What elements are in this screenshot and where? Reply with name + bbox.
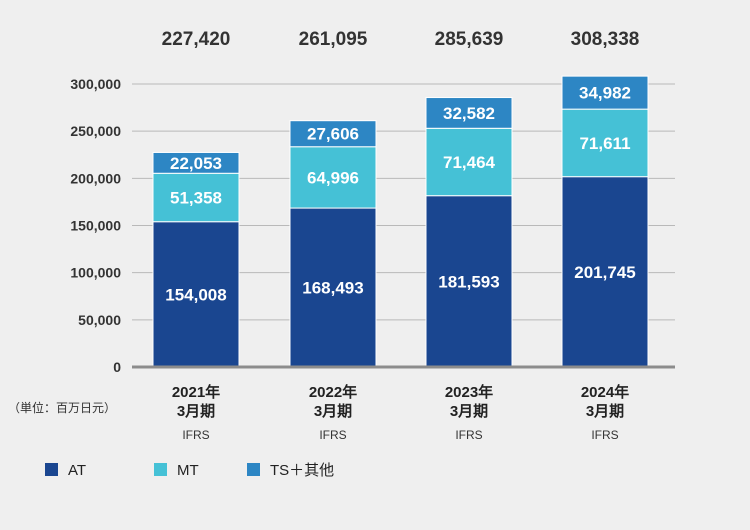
legend-swatch-MT: [154, 463, 167, 476]
total-label-1: 261,095: [299, 29, 368, 50]
y-tick-label-2: 100,000: [70, 265, 121, 281]
bar-segment-MT-1: [289, 146, 377, 209]
data-label-AT-0: 154,008: [165, 285, 226, 304]
data-label-MT-0: 51,358: [170, 188, 222, 207]
x-tick-label-period-2: 3月期: [450, 402, 488, 420]
x-tick-label-period-0: 3月期: [177, 402, 215, 420]
x-tick-label-standard-3: IFRS: [591, 428, 618, 442]
legend-swatch-TS＋其他: [247, 463, 260, 476]
bar-segment-TS＋其他-3: [561, 75, 649, 110]
total-label-2: 285,639: [435, 29, 504, 50]
y-tick-label-6: 300,000: [70, 76, 121, 92]
unit-label: （単位：百万日元）: [8, 400, 116, 415]
data-label-TS＋其他-0: 22,053: [170, 154, 222, 173]
legend-label-AT: AT: [68, 462, 86, 479]
data-label-MT-2: 71,464: [443, 153, 496, 172]
legend-label-TS＋其他: TS＋其他: [270, 462, 334, 479]
x-tick-label-standard-1: IFRS: [319, 428, 346, 442]
bar-segment-TS＋其他-0: [152, 151, 240, 174]
y-tick-label-4: 200,000: [70, 170, 121, 186]
y-tick-label-1: 50,000: [78, 312, 121, 328]
x-tick-label-standard-0: IFRS: [182, 428, 209, 442]
data-label-TS＋其他-3: 34,982: [579, 84, 631, 103]
data-label-TS＋其他-1: 27,606: [307, 125, 359, 144]
data-label-AT-2: 181,593: [438, 272, 499, 291]
data-label-MT-3: 71,611: [579, 134, 630, 153]
data-label-MT-1: 64,996: [307, 168, 359, 187]
bar-segment-AT-2: [425, 195, 513, 368]
data-label-AT-1: 168,493: [302, 279, 363, 298]
x-tick-label-year-3: 2024年: [581, 383, 629, 401]
data-label-TS＋其他-2: 32,582: [443, 104, 495, 123]
bar-segment-MT-0: [152, 172, 240, 223]
y-tick-label-5: 250,000: [70, 123, 121, 139]
y-tick-label-3: 150,000: [70, 218, 121, 234]
x-tick-label-year-1: 2022年: [309, 383, 357, 401]
bar-segment-AT-3: [561, 176, 649, 368]
x-tick-label-standard-2: IFRS: [455, 428, 482, 442]
x-tick-label-period-1: 3月期: [314, 402, 352, 420]
x-tick-label-period-3: 3月期: [586, 402, 624, 420]
legend-label-MT: MT: [177, 462, 199, 479]
x-tick-label-year-0: 2021年: [172, 383, 220, 401]
bar-segment-TS＋其他-1: [289, 120, 377, 148]
legend-swatch-AT: [45, 463, 58, 476]
total-label-0: 227,420: [162, 29, 231, 50]
data-label-AT-3: 201,745: [574, 263, 635, 282]
y-tick-label-0: 0: [113, 359, 121, 375]
bar-segment-MT-3: [561, 108, 649, 178]
total-label-3: 308,338: [571, 29, 640, 50]
bar-segment-TS＋其他-2: [425, 97, 513, 129]
x-tick-label-year-2: 2023年: [445, 383, 493, 401]
